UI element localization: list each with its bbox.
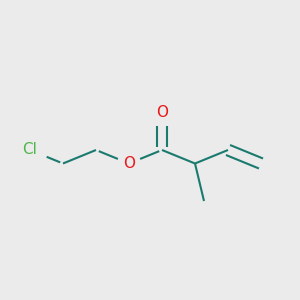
Text: O: O <box>156 105 168 120</box>
Text: O: O <box>123 156 135 171</box>
Text: Cl: Cl <box>22 142 38 158</box>
